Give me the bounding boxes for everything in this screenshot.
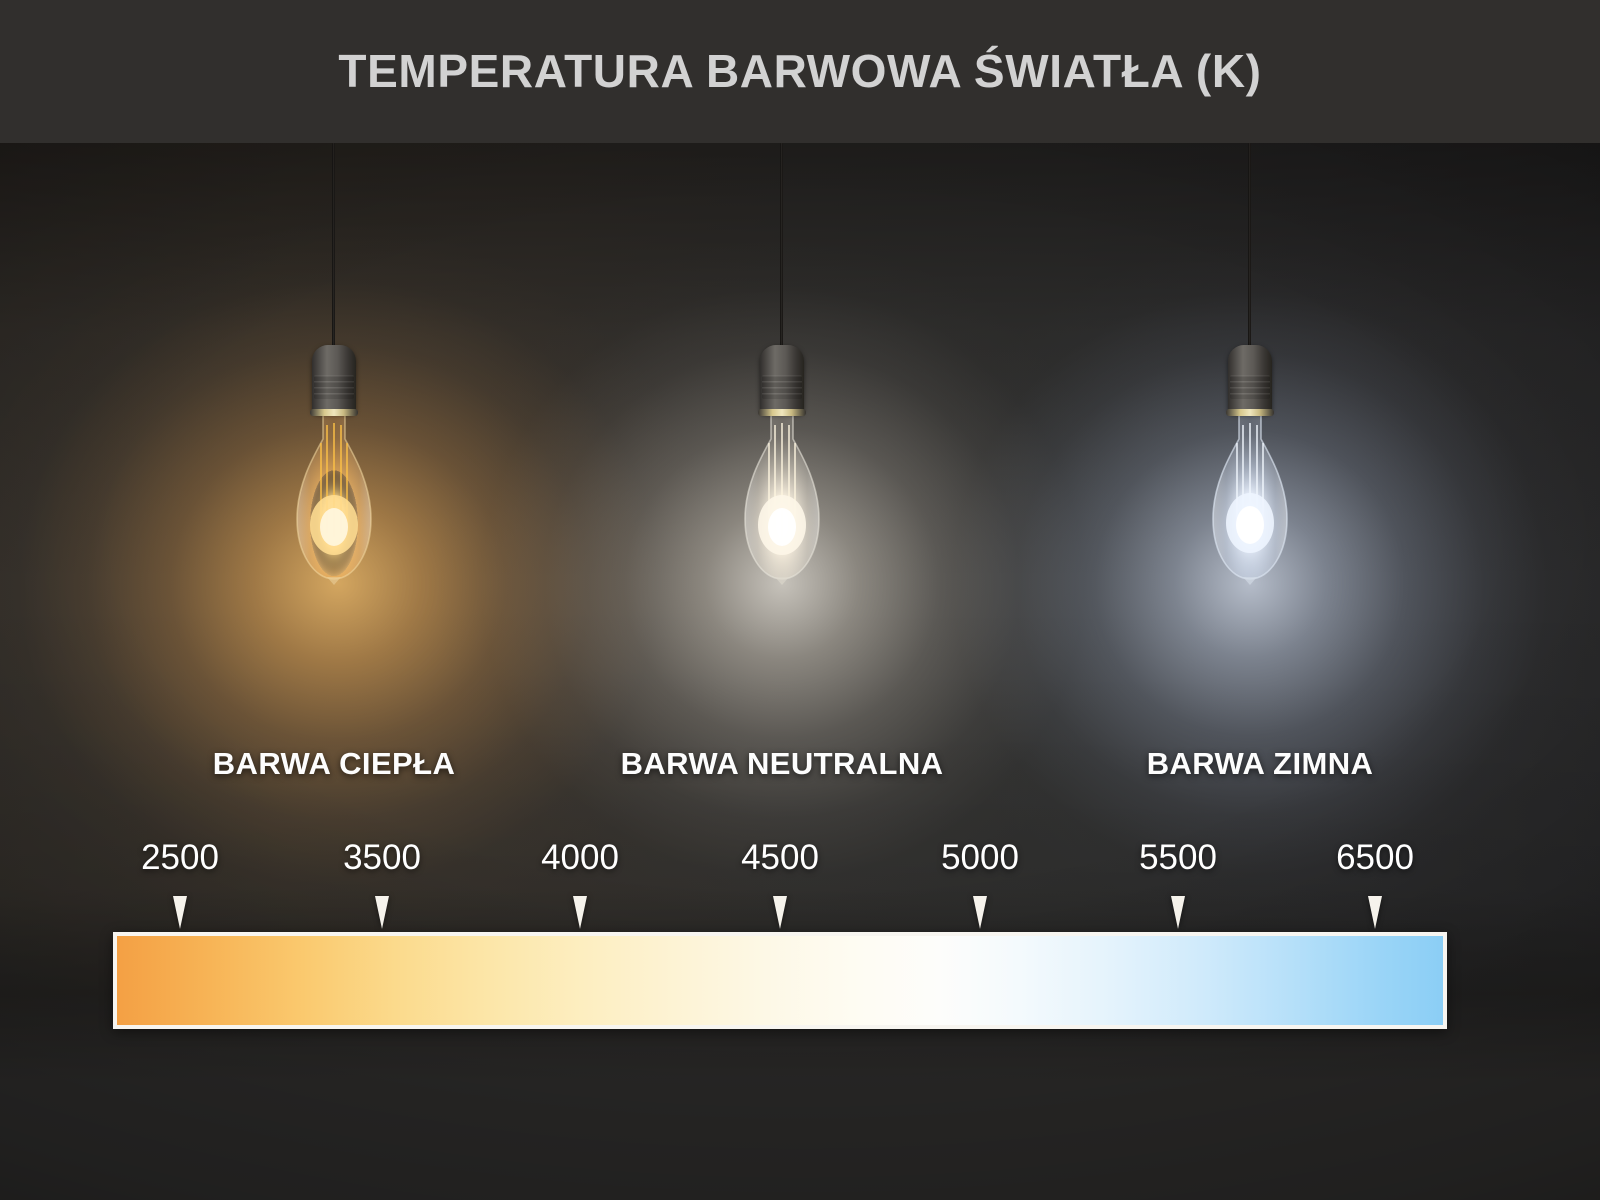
category-label-neutral: BARWA NEUTRALNA bbox=[620, 746, 944, 781]
tick-label-5500: 5500 bbox=[1139, 838, 1217, 877]
lamp-cord-cool bbox=[1248, 143, 1251, 348]
tick-marker-2500 bbox=[173, 896, 187, 929]
page-title: TEMPERATURA BARWOWA ŚWIATŁA (K) bbox=[338, 45, 1262, 97]
tick-marker-5500 bbox=[1171, 896, 1185, 929]
lamp-socket-neutral bbox=[760, 345, 804, 413]
bulb-warm[interactable] bbox=[293, 413, 375, 585]
tick-label-4500: 4500 bbox=[741, 838, 819, 877]
lamp-socket-warm bbox=[312, 345, 356, 413]
lamp-socket-ring-warm bbox=[310, 409, 358, 416]
category-label-warm: BARWA CIEPŁA bbox=[212, 746, 456, 781]
color-temperature-gradient bbox=[117, 936, 1443, 1025]
tick-marker-4000 bbox=[573, 896, 587, 929]
lamp-cord-neutral bbox=[780, 143, 783, 348]
scene-wall bbox=[0, 143, 1600, 1200]
tick-label-3500: 3500 bbox=[343, 838, 421, 877]
color-temperature-bar[interactable] bbox=[113, 932, 1447, 1029]
header-band: TEMPERATURA BARWOWA ŚWIATŁA (K) bbox=[0, 0, 1600, 143]
tick-label-6500: 6500 bbox=[1336, 838, 1414, 877]
lamp-socket-ring-neutral bbox=[758, 409, 806, 416]
tick-label-5000: 5000 bbox=[941, 838, 1019, 877]
category-label-cool: BARWA ZIMNA bbox=[1146, 746, 1374, 781]
bulb-cool[interactable] bbox=[1209, 413, 1291, 585]
lamp-socket-ring-cool bbox=[1226, 409, 1274, 416]
tick-marker-5000 bbox=[973, 896, 987, 929]
lamp-cord-warm bbox=[332, 143, 335, 348]
bulb-neutral[interactable] bbox=[741, 413, 823, 585]
tick-marker-6500 bbox=[1368, 896, 1382, 929]
tick-label-4000: 4000 bbox=[541, 838, 619, 877]
tick-marker-3500 bbox=[375, 896, 389, 929]
tick-marker-4500 bbox=[773, 896, 787, 929]
tick-label-2500: 2500 bbox=[141, 838, 219, 877]
lamp-socket-cool bbox=[1228, 345, 1272, 413]
